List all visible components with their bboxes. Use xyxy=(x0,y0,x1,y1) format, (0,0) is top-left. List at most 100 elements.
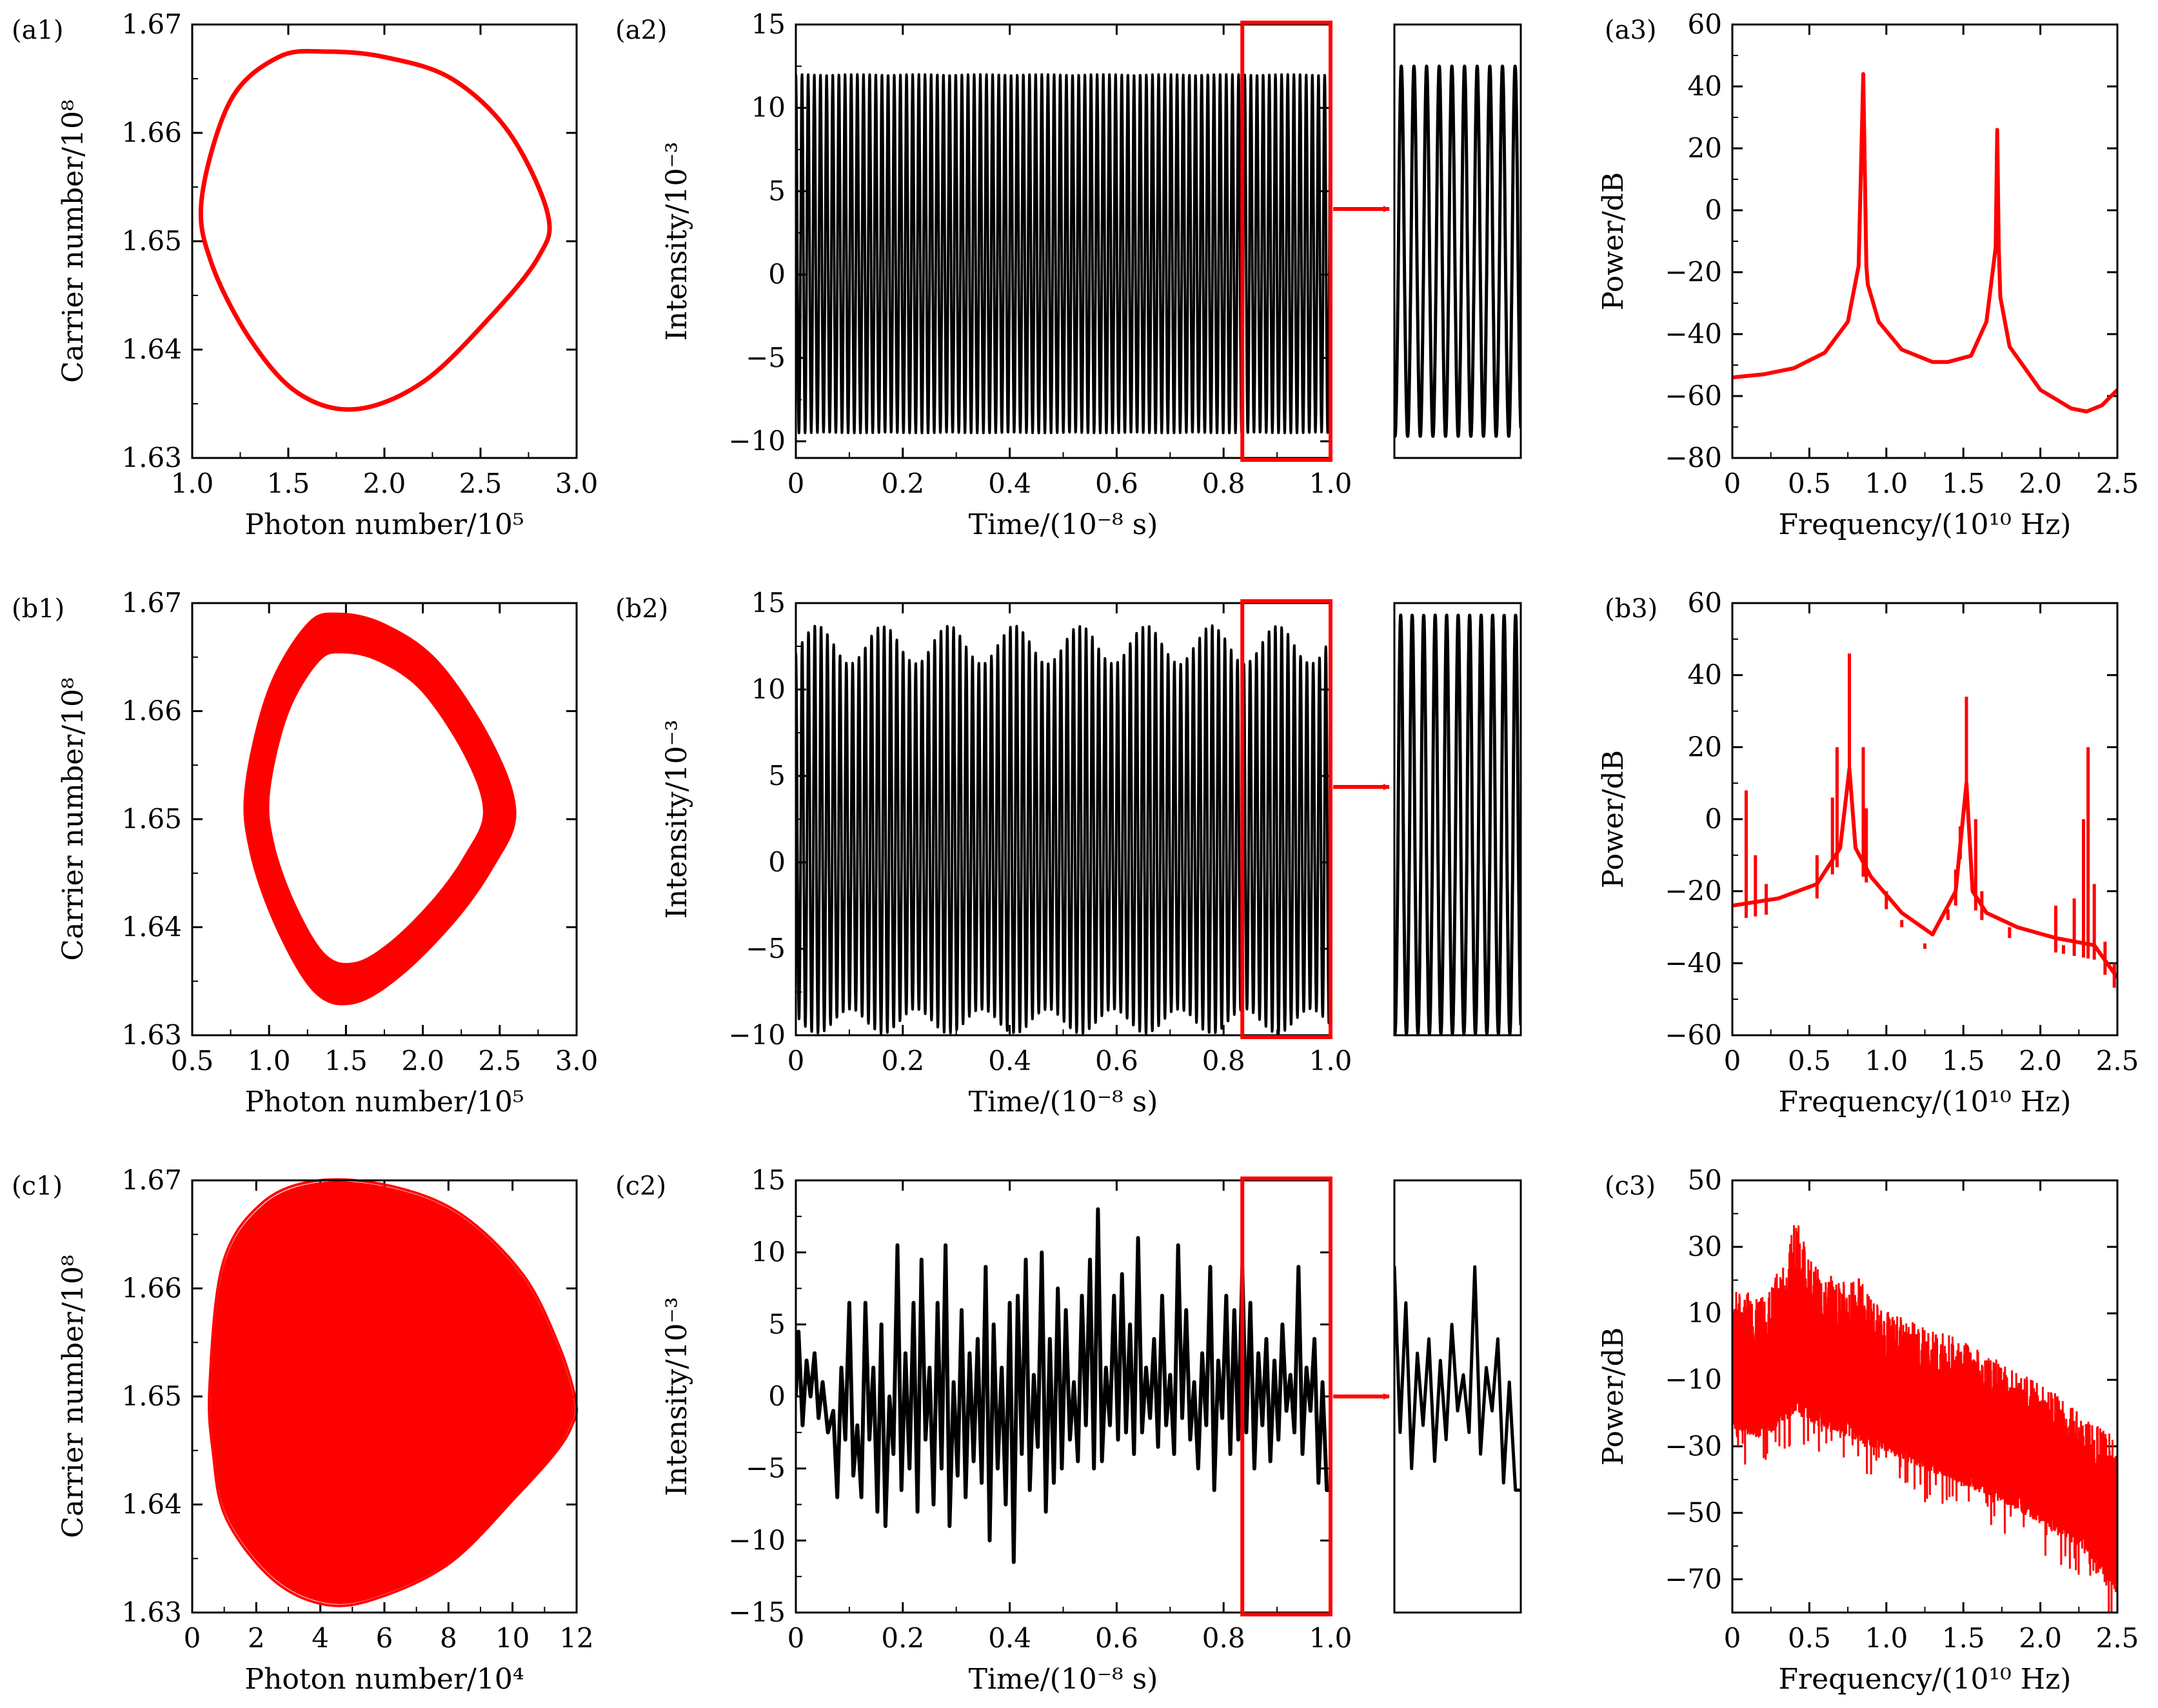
y-axis-label: Power/dB xyxy=(1597,172,1630,310)
y-tick-label: 0 xyxy=(1705,803,1722,835)
power-spectrum-broadband xyxy=(1732,1225,2117,1613)
x-tick-label: 0.2 xyxy=(881,1622,924,1654)
x-tick-label: 2.5 xyxy=(2096,468,2139,499)
x-axis-label: Time/(10⁻⁸ s) xyxy=(969,1663,1158,1696)
x-tick-label: 1.0 xyxy=(1865,1045,1908,1077)
y-tick-label: −40 xyxy=(1665,947,1722,978)
panel-label-c3: (c3) xyxy=(1605,1171,1656,1201)
y-tick-label: −30 xyxy=(1665,1430,1722,1462)
x-tick-label: 2.5 xyxy=(459,468,502,499)
x-tick-label: 1.0 xyxy=(1865,468,1908,499)
y-tick-label: 1.66 xyxy=(121,117,182,148)
y-tick-label: 15 xyxy=(751,1164,786,1196)
y-tick-label: 10 xyxy=(751,1236,786,1268)
x-tick-label: 2.0 xyxy=(2019,1622,2062,1654)
y-tick-label: −5 xyxy=(746,342,786,373)
x-tick-label: 0.8 xyxy=(1202,468,1245,499)
x-tick-label: 1.5 xyxy=(1942,1622,1985,1654)
y-tick-label: 5 xyxy=(768,1308,786,1340)
y-tick-label: 20 xyxy=(1688,731,1722,762)
y-tick-label: 1.64 xyxy=(121,911,182,943)
x-tick-label: 10 xyxy=(495,1622,530,1654)
plot-frame-b3 xyxy=(1731,602,2119,1037)
plot-frame-a1 xyxy=(191,23,578,459)
power-spectrum-line xyxy=(1732,72,2117,413)
x-axis-label: Photon number/10⁵ xyxy=(244,508,524,541)
plot-frame-c1 xyxy=(191,1179,578,1614)
plot-frame-c3 xyxy=(1731,1179,2119,1614)
y-tick-label: −15 xyxy=(728,1596,786,1628)
x-tick-label: 0.6 xyxy=(1095,1622,1138,1654)
x-tick-label: 0 xyxy=(184,1622,201,1654)
x-tick-label: 0.5 xyxy=(1788,468,1831,499)
y-tick-label: −20 xyxy=(1665,256,1722,288)
zoom-inset-a2 xyxy=(1393,23,1522,459)
zoom-inset-frame xyxy=(1393,23,1522,459)
chart-b3: (b3) 0 0.5 1.0 1.5 2.0 2.5 −60 −40 −20 0 20 40 60 Freq… xyxy=(1597,587,2139,1118)
plot-frame-a3 xyxy=(1731,23,2119,459)
x-tick-label: 0.6 xyxy=(1095,1045,1138,1077)
y-tick-label: 0 xyxy=(768,1380,786,1412)
intensity-trace xyxy=(796,73,1331,435)
y-axis-label: Carrier number/10⁸ xyxy=(57,99,90,382)
x-tick-label: 0.8 xyxy=(1202,1045,1245,1077)
zoom-inset-trace xyxy=(1394,1265,1521,1492)
intensity-trace xyxy=(796,624,1331,1035)
panel-label-b1: (b1) xyxy=(12,594,64,624)
zoom-inset-frame xyxy=(1393,602,1522,1037)
y-tick-label: 15 xyxy=(751,587,786,619)
x-tick-label: 0.8 xyxy=(1202,1622,1245,1654)
y-tick-label: −20 xyxy=(1665,875,1722,907)
x-tick-label: 1.0 xyxy=(1309,1045,1352,1077)
y-tick-label: 1.66 xyxy=(121,695,182,727)
chart-c1: (c1) 0 2 4 6 8 10 12 1.63 1.64 1.65 1.66 1.67 Photon … xyxy=(12,1164,594,1696)
y-tick-label: 60 xyxy=(1688,8,1722,40)
x-axis-label: Frequency/(10¹⁰ Hz) xyxy=(1779,508,2072,541)
plot-frame-b1 xyxy=(191,602,578,1037)
y-tick-label: 1.63 xyxy=(121,442,182,473)
x-tick-label: 0.2 xyxy=(881,1045,924,1077)
y-tick-label: 10 xyxy=(1688,1297,1722,1329)
trajectory-torus-band xyxy=(243,612,517,1006)
y-tick-label: −5 xyxy=(746,933,786,964)
chart-c3: (c3) 0 0.5 1.0 1.5 2.0 2.5 −70 −50 −30 −10 10 30 50 Fr… xyxy=(1597,1164,2139,1696)
x-axis-label: Time/(10⁻⁸ s) xyxy=(969,1086,1158,1118)
y-tick-label: 10 xyxy=(751,673,786,705)
y-tick-label: 1.65 xyxy=(121,1380,182,1412)
x-tick-label: 4 xyxy=(312,1622,329,1654)
zoom-inset-trace xyxy=(1394,65,1521,438)
chart-a2: (a2) 0 0.2 0.4 0.6 0.8 1.0 −10 −5 0 5 10 15 Time/(10⁻… xyxy=(615,8,1390,541)
x-tick-label: 0.4 xyxy=(988,1622,1031,1654)
x-tick-label: 1.5 xyxy=(267,468,310,499)
x-tick-label: 0.4 xyxy=(988,1045,1031,1077)
y-tick-label: −60 xyxy=(1665,1019,1722,1051)
panel-label-a3: (a3) xyxy=(1605,15,1657,45)
y-tick-label: −10 xyxy=(1665,1364,1722,1395)
chart-a3: (a3) 0 0.5 1.0 1.5 2.0 2.5 −80 −60 −40 −20 0 20 40 60 F… xyxy=(1597,8,2139,541)
y-tick-label: 40 xyxy=(1688,70,1722,102)
x-tick-label: 0 xyxy=(1724,1045,1741,1077)
x-tick-label: 1.0 xyxy=(1865,1622,1908,1654)
y-tick-label: 1.63 xyxy=(121,1596,182,1628)
x-tick-label: 0.2 xyxy=(881,468,924,499)
y-tick-label: 1.64 xyxy=(121,1489,182,1520)
zoom-inset-trace xyxy=(1394,613,1521,1035)
y-tick-label: −10 xyxy=(728,425,786,457)
x-tick-label: 2.5 xyxy=(2096,1622,2139,1654)
y-tick-label: 1.65 xyxy=(121,803,182,835)
x-tick-label: 0.5 xyxy=(171,1045,214,1077)
x-tick-label: 0.5 xyxy=(1788,1045,1831,1077)
y-tick-label: 5 xyxy=(768,175,786,206)
trajectory-chaotic-loop xyxy=(210,1181,575,1604)
chart-c2: (c2) 0 0.2 0.4 0.6 0.8 1.0 −15 −10 −5 0 5 10 15 Time/(… xyxy=(615,1164,1390,1696)
y-tick-label: 40 xyxy=(1688,659,1722,691)
x-tick-label: 2.0 xyxy=(401,1045,444,1077)
zoom-region-box xyxy=(1240,21,1332,462)
x-tick-label: 0 xyxy=(1724,468,1741,499)
y-axis-label: Intensity/10⁻³ xyxy=(660,1297,693,1496)
x-tick-label: 2.0 xyxy=(363,468,406,499)
chart-b2: (b2) 0 0.2 0.4 0.6 0.8 1.0 −10 −5 0 5 10 15 Time/(10⁻… xyxy=(615,587,1390,1118)
panel-label-c1: (c1) xyxy=(12,1171,63,1201)
trajectory-chaotic-loop xyxy=(208,1178,579,1607)
y-axis-label: Carrier number/10⁸ xyxy=(57,1255,90,1538)
